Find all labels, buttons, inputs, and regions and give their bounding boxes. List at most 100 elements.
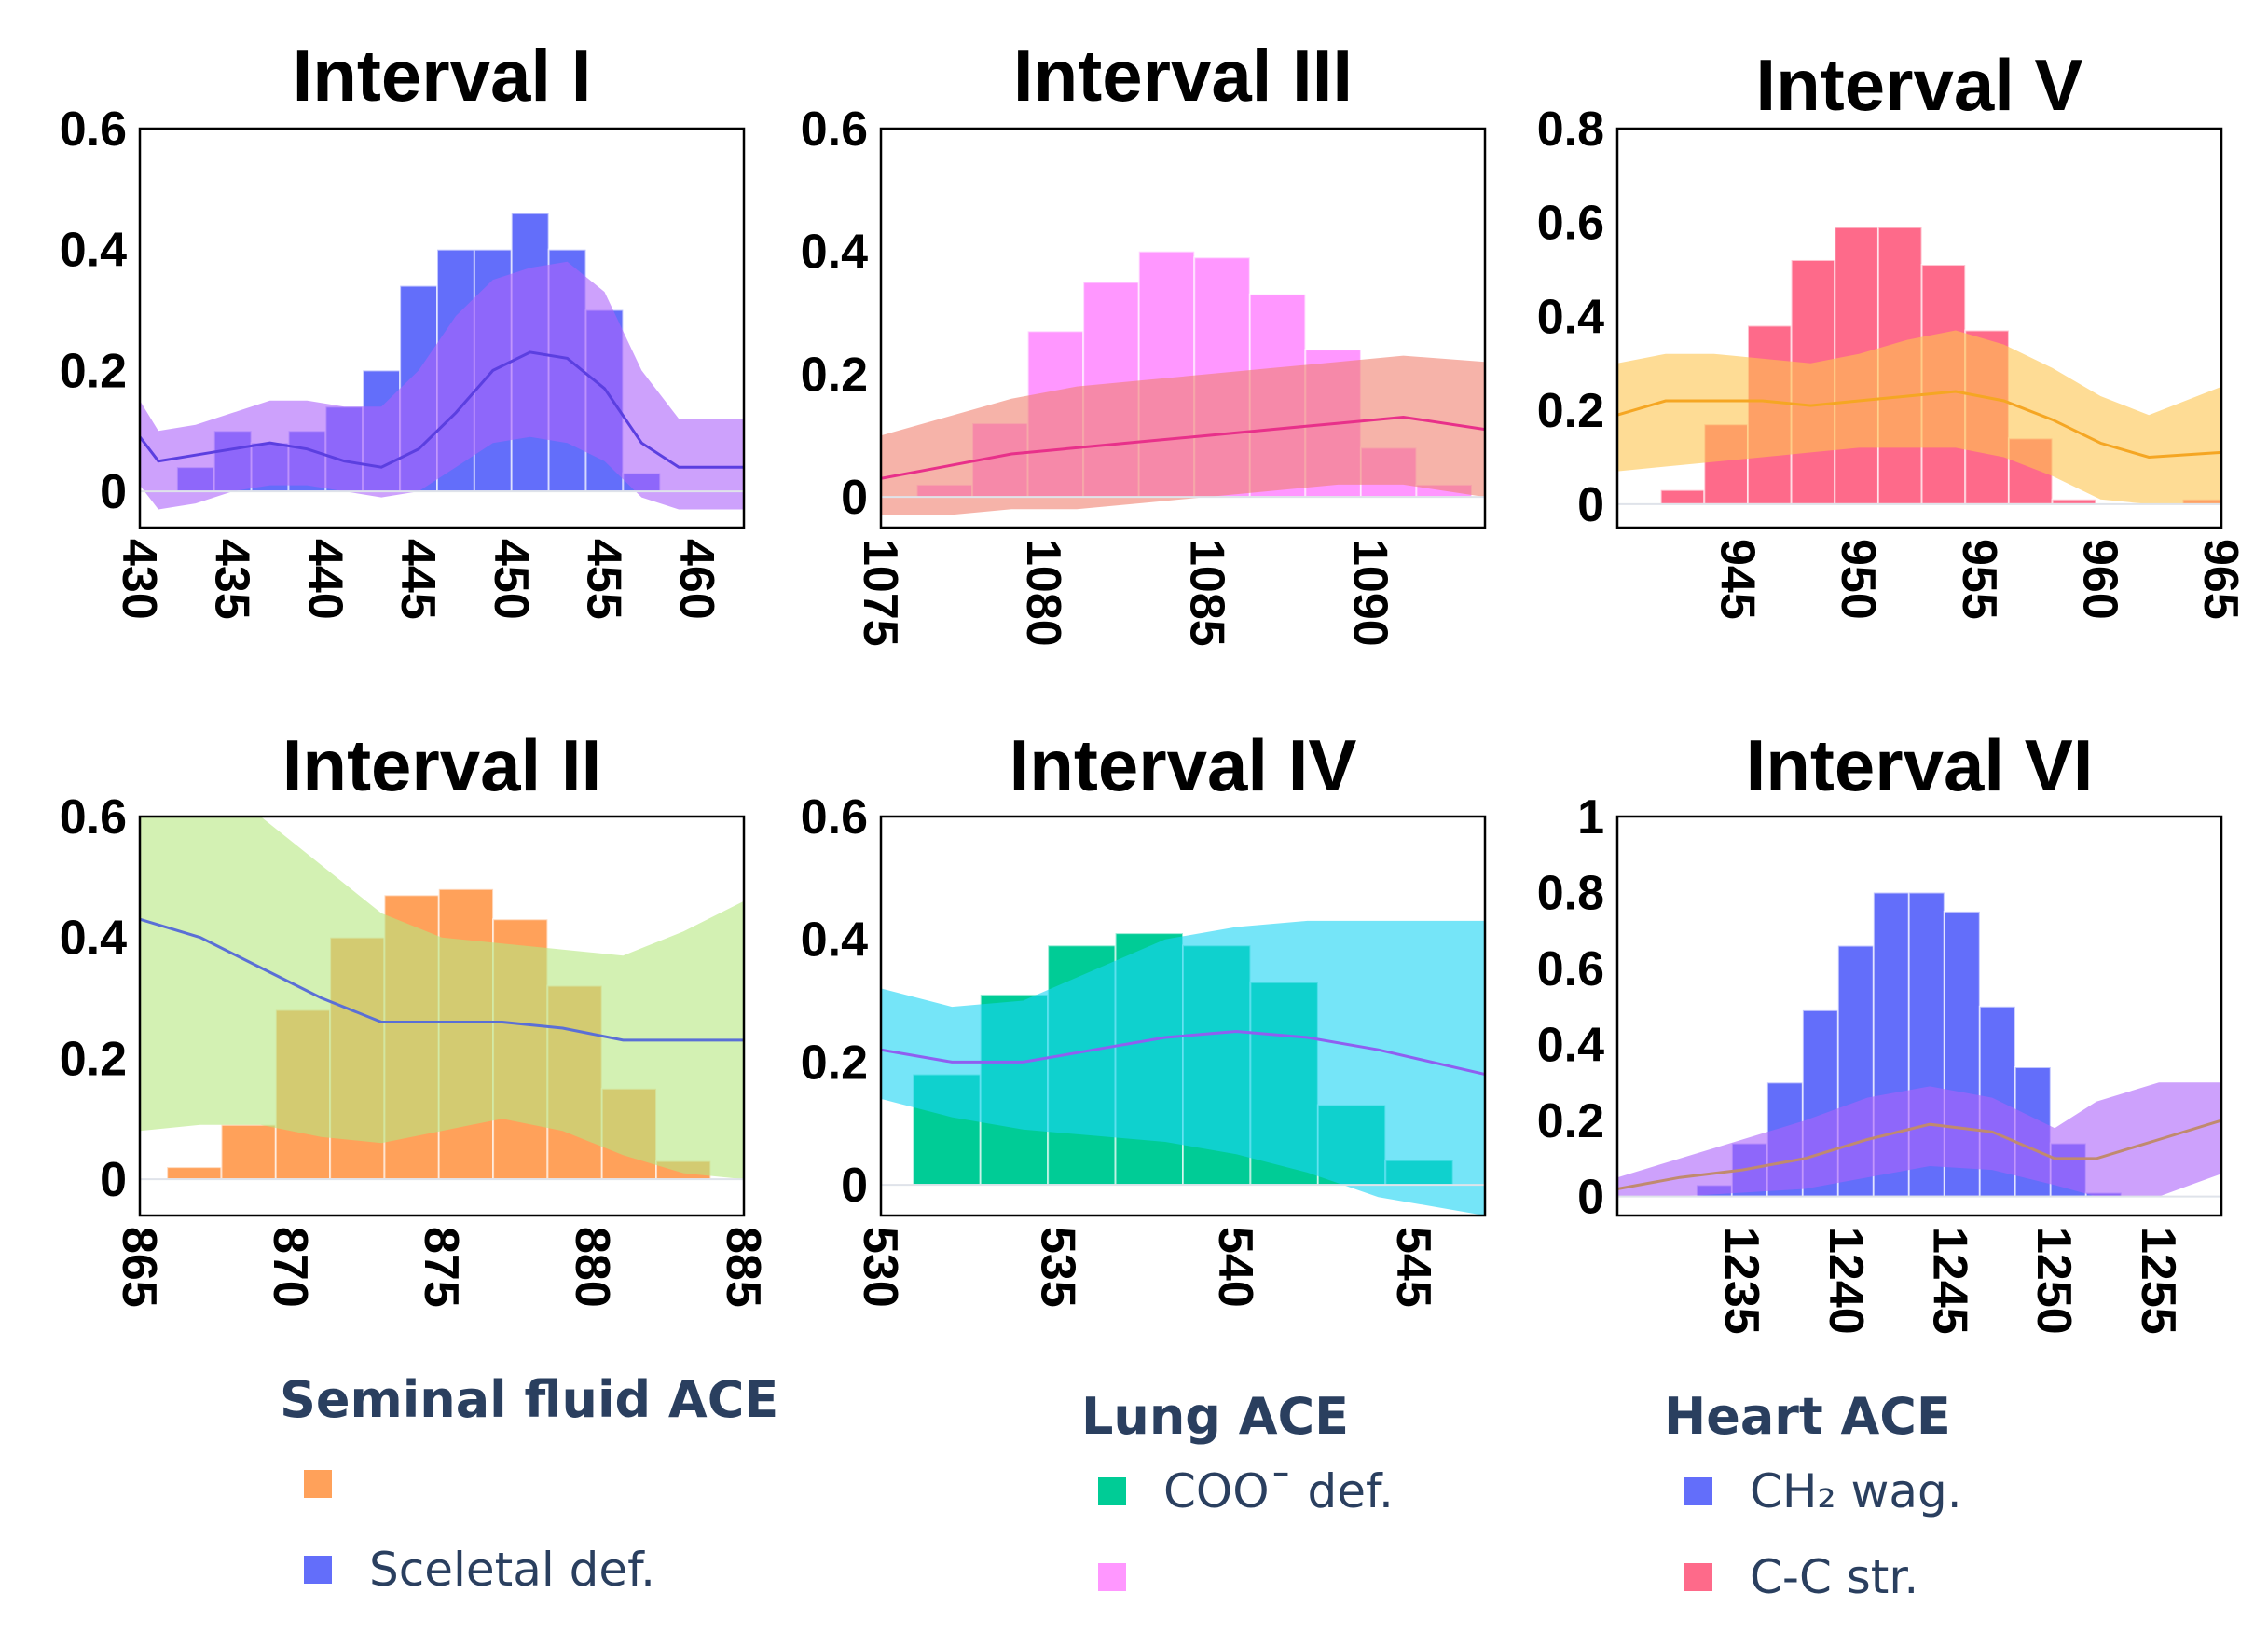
y-tick-label: 0.4 [60, 912, 127, 966]
x-tick-label: 540 [1208, 1227, 1262, 1308]
plot-frame [1615, 815, 2223, 1217]
y-tick-label: 0.4 [60, 224, 127, 278]
y-tick-label: 0.6 [60, 790, 127, 845]
y-tick-label: 0.2 [801, 348, 868, 402]
chart-panel-2: Interval III 0 0.2 0.4 0.6 1075 1080 1085 1090 [801, 34, 1487, 647]
x-tick-label: 865 [112, 1227, 166, 1308]
y-tick-label: 0.4 [1537, 290, 1604, 344]
chart-title: Interval VI [1746, 724, 2094, 806]
mean-line [881, 415, 1485, 480]
y-tick-label: 0.6 [801, 790, 868, 845]
x-tick-label: 440 [297, 539, 351, 620]
mean-line [140, 917, 744, 1042]
x-tick-label: 445 [391, 539, 445, 620]
legend-item[interactable] [1081, 1539, 1349, 1625]
x-tick-label: 1255 [2131, 1227, 2185, 1335]
plot-frame [879, 815, 1487, 1217]
chart-panel-5: Interval IV 0 0.2 0.4 0.6 530 535 540 545 [801, 724, 1487, 1308]
confidence-band [140, 817, 744, 1180]
x-tick-label: 955 [1952, 539, 2006, 620]
x-tick-label: 950 [1831, 539, 1885, 620]
chart-panel-3: Interval V 0 0.2 0.4 0.6 0.8 945 950 955 960 965 [1537, 44, 2247, 620]
x-tick-label: 870 [263, 1227, 317, 1308]
mean-line [1617, 1119, 2221, 1190]
plot-frame [879, 127, 1487, 529]
legend-item[interactable] [280, 1446, 778, 1531]
y-tick-label: 1 [1577, 790, 1604, 845]
chart-title: Interval IV [1010, 724, 1357, 806]
x-tick-label: 960 [2072, 539, 2126, 620]
legend-lung: Lung ACE COO¯ def. [1081, 1387, 1394, 1625]
y-tick-label: 0.6 [1537, 942, 1604, 996]
x-tick-label: 1250 [2027, 1227, 2081, 1335]
x-tick-label: 1080 [1016, 539, 1070, 647]
confidence-band [881, 355, 1485, 515]
x-tick-label: 1075 [853, 539, 907, 647]
x-tick-label: 450 [484, 539, 538, 620]
legend-swatch [1098, 1563, 1126, 1591]
y-tick-label: 0.4 [801, 913, 868, 968]
mean-line [881, 1029, 1485, 1077]
x-tick-label: 880 [565, 1227, 619, 1308]
legend-swatch [1684, 1477, 1712, 1505]
legend-item[interactable]: C-C str. [1664, 1539, 1951, 1625]
y-tick-label: 0.8 [1537, 103, 1604, 157]
plot-content [1617, 226, 2221, 505]
chart-title: Interval III [1013, 34, 1353, 117]
y-tick-label: 0.2 [1537, 384, 1604, 438]
y-tick-label: 0.8 [1537, 867, 1604, 921]
y-tick-label: 0.2 [60, 344, 127, 398]
y-tick-label: 0.2 [801, 1036, 868, 1090]
y-tick-label: 0 [1577, 478, 1604, 532]
x-tick-label: 530 [853, 1227, 907, 1308]
x-tick-label: 875 [414, 1227, 468, 1308]
legend-item[interactable]: COO¯ def. [1081, 1453, 1394, 1539]
plot-content [1617, 891, 2221, 1198]
legend-item[interactable]: CH₂ wag. [1664, 1453, 1962, 1539]
x-tick-label: 885 [716, 1227, 770, 1308]
chart-title: Interval I [293, 34, 592, 117]
plot-content [881, 920, 1485, 1215]
confidence-band [881, 920, 1485, 1215]
legend-label: COO¯ def. [1163, 1464, 1394, 1518]
legend-title: Heart ACE [1664, 1387, 1951, 1446]
plot-content [140, 212, 744, 510]
y-tick-label: 0.2 [1537, 1094, 1604, 1148]
plot-frame [138, 127, 746, 529]
legend-label: CH₂ wag. [1750, 1464, 1962, 1518]
chart-panel-4: Interval II 0 0.2 0.4 0.6 865 870 875 880 885 [60, 724, 770, 1308]
mean-line [140, 350, 744, 469]
plot-content [140, 817, 744, 1181]
y-tick-label: 0.2 [60, 1032, 127, 1086]
x-tick-label: 1245 [1923, 1227, 1977, 1335]
x-tick-label: 1240 [1819, 1227, 1873, 1335]
confidence-band [1617, 1082, 2221, 1197]
y-tick-label: 0 [1577, 1171, 1604, 1225]
x-tick-label: 945 [1711, 539, 1765, 620]
plot-frame [138, 815, 746, 1217]
histogram-bar [220, 1123, 277, 1181]
x-tick-label: 1085 [1179, 539, 1233, 647]
y-tick-label: 0.6 [60, 103, 127, 157]
y-tick-label: 0.6 [801, 103, 868, 157]
y-tick-label: 0 [841, 471, 868, 525]
y-tick-label: 0 [100, 1153, 127, 1207]
y-tick-label: 0.4 [1537, 1019, 1604, 1073]
legend-item[interactable]: Sceletal def. [280, 1531, 778, 1617]
x-tick-label: 430 [112, 539, 166, 620]
legend-label: Sceletal def. [369, 1543, 656, 1597]
legend-title: Lung ACE [1081, 1387, 1350, 1446]
plot-frame [1615, 127, 2223, 529]
y-tick-label: 0 [841, 1159, 868, 1213]
legend-swatch [1684, 1563, 1712, 1591]
chart-title: Interval II [282, 724, 601, 806]
legend-swatch [304, 1556, 332, 1584]
chart-panel-1: Interval I 0 0.2 0.4 0.6 430 435 440 445 450 455 46… [60, 34, 746, 620]
legend-label: C-C str. [1750, 1550, 1919, 1604]
x-tick-label: 435 [205, 539, 259, 620]
x-tick-label: 545 [1386, 1227, 1440, 1308]
histogram-bar [1659, 488, 1706, 505]
x-tick-label: 1090 [1342, 539, 1396, 647]
confidence-band [1617, 330, 2221, 504]
